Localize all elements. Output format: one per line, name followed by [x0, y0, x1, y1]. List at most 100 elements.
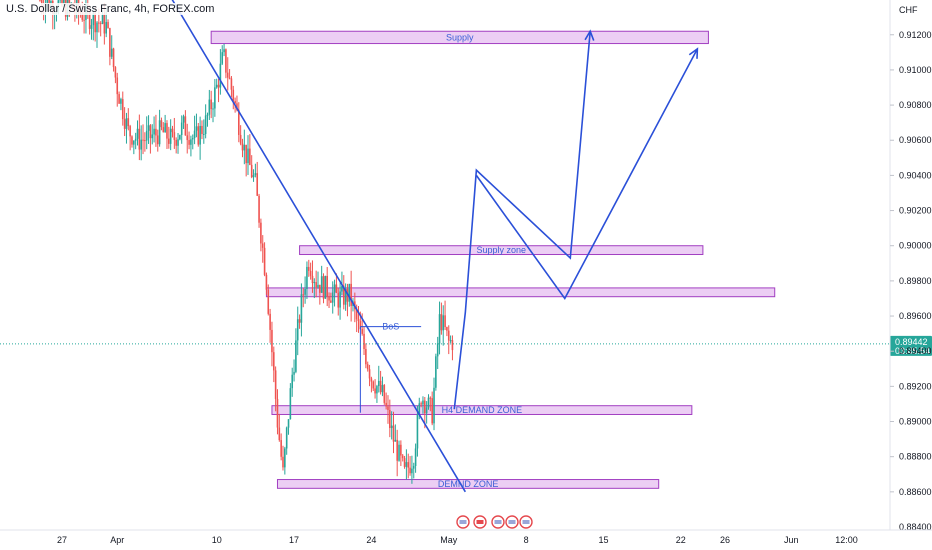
- zones: [210, 30, 776, 489]
- candle-body: [411, 468, 413, 474]
- candle-body: [88, 10, 91, 29]
- candle-body: [405, 462, 408, 467]
- candle-body: [387, 406, 389, 411]
- y-tick-label: 0.89600: [899, 311, 932, 321]
- candle-body: [320, 276, 323, 293]
- y-tick-label: 0.90800: [899, 100, 932, 110]
- candle-body: [355, 309, 358, 320]
- candle-body: [226, 72, 229, 78]
- candle-body: [274, 370, 277, 399]
- candle-body: [311, 275, 314, 284]
- candle-body: [331, 292, 334, 303]
- candle-body: [438, 314, 441, 344]
- candle-body: [249, 148, 251, 165]
- candle-body: [361, 329, 363, 334]
- zone-label: H4 DEMAND ZONE: [442, 405, 523, 415]
- candle-body: [191, 138, 194, 140]
- candle-body: [168, 138, 170, 144]
- candle-body: [131, 136, 133, 145]
- candle-body: [153, 128, 155, 135]
- candle-body: [96, 22, 98, 33]
- candle-body: [46, 0, 49, 4]
- y-tick-label: 0.90400: [899, 170, 932, 180]
- candle-body: [210, 99, 212, 110]
- candle-body: [173, 132, 176, 140]
- zone-box: [210, 30, 709, 45]
- candle-body: [184, 116, 187, 136]
- event-flag-icon: [491, 515, 505, 529]
- candle-body: [379, 380, 382, 393]
- candle-body: [368, 369, 371, 379]
- candle-body: [285, 427, 288, 449]
- x-tick-label: Jun: [784, 535, 799, 545]
- y-tick-label: 0.89800: [899, 276, 932, 286]
- projection-path: [453, 31, 591, 410]
- candle-body: [447, 330, 450, 341]
- candle-body: [440, 314, 443, 331]
- candle-body: [449, 340, 452, 342]
- candle-body: [339, 291, 341, 308]
- candle-body: [145, 130, 148, 141]
- candle-body: [418, 403, 421, 415]
- candle-body: [300, 294, 303, 323]
- projection-path: [475, 48, 699, 300]
- candle-body: [197, 126, 200, 145]
- candle-body: [315, 282, 317, 288]
- candle-body: [221, 52, 224, 64]
- y-axis: 0.88600 0.88800 0.89000 0.89200 0.89400 0.896…: [889, 0, 932, 532]
- candle-body: [182, 116, 185, 123]
- projection-arrowhead: [584, 29, 595, 41]
- x-tick-label: 22: [676, 535, 686, 545]
- candle-body: [81, 13, 84, 20]
- zone-labels: Supply Supply zone H4 DEMAND ZONE DEMND ZON…: [382, 32, 526, 489]
- candle-body: [269, 313, 271, 330]
- candle-body: [381, 385, 384, 393]
- candle-body: [330, 300, 332, 303]
- candle-body: [258, 195, 260, 223]
- countdown-value: 03:45:54: [895, 346, 930, 356]
- candle-body: [307, 266, 310, 271]
- candle-body: [177, 139, 179, 146]
- candle-body: [201, 125, 203, 135]
- zone-label: Supply zone: [476, 245, 526, 255]
- y-tick-label: 0.89000: [899, 417, 932, 427]
- candle-body: [83, 19, 85, 21]
- bos-label: BoS: [382, 322, 399, 332]
- candles: [39, 0, 454, 484]
- candle-body: [206, 114, 209, 116]
- candle-body: [313, 282, 316, 284]
- candle-body: [162, 127, 165, 133]
- y-tick-label-bottom: 0.88400: [899, 522, 932, 532]
- y-tick-label: 0.90000: [899, 241, 932, 251]
- candle-body: [319, 284, 321, 293]
- candle-body: [392, 425, 395, 442]
- candle-body: [243, 144, 246, 151]
- candle-body: [424, 400, 426, 414]
- candle-body: [142, 139, 144, 141]
- candle-body: [190, 139, 192, 145]
- candle-body: [291, 374, 294, 389]
- x-tick-label: 27: [57, 535, 67, 545]
- candle-body: [429, 397, 432, 399]
- candle-body: [366, 364, 369, 370]
- candle-body: [136, 128, 139, 139]
- candle-body: [123, 119, 126, 129]
- candle-body: [215, 84, 218, 88]
- candle-body: [444, 315, 446, 328]
- candle-body: [376, 386, 378, 394]
- candle-body: [335, 284, 338, 293]
- candle-body: [385, 402, 387, 407]
- candle-body: [120, 99, 122, 104]
- candle-body: [245, 144, 247, 164]
- candle-body: [414, 448, 417, 466]
- candle-body: [435, 356, 437, 388]
- candle-body: [306, 266, 308, 290]
- candle-body: [175, 139, 177, 146]
- candle-body: [433, 387, 435, 424]
- candle-body: [326, 275, 328, 297]
- candle-body: [252, 175, 255, 178]
- candle-body: [92, 13, 95, 26]
- candle-body: [109, 28, 111, 57]
